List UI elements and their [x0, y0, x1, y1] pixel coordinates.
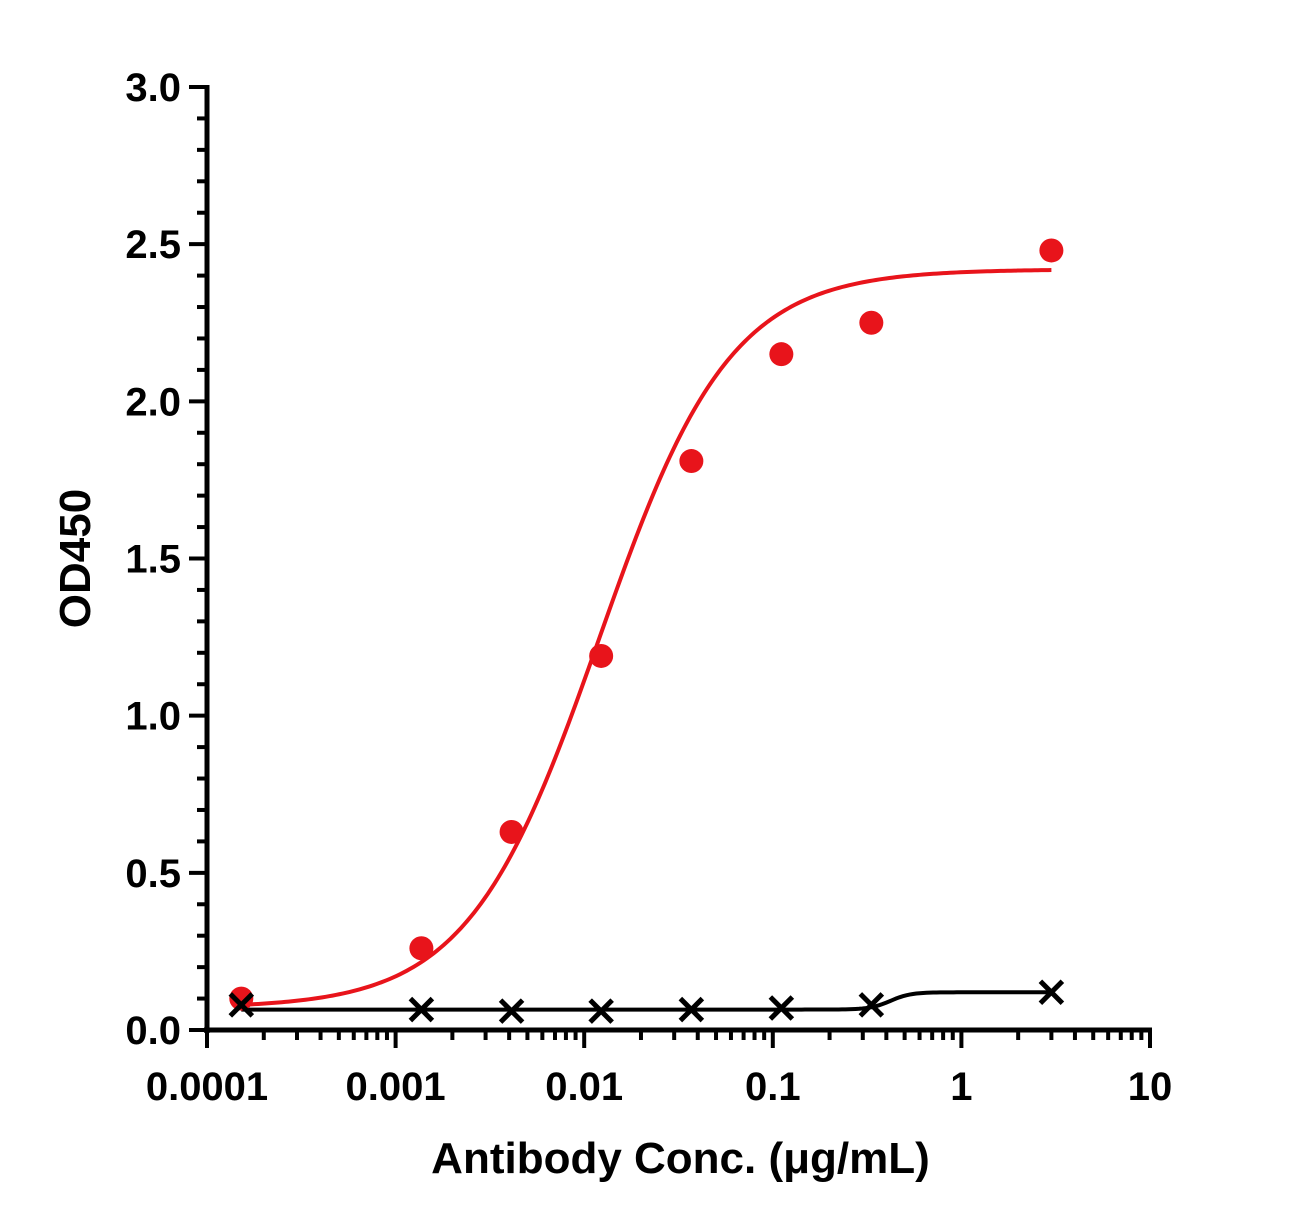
x-marker-stroke — [408, 996, 435, 1023]
axis-labels: 0.0 0.5 1.0 1.5 2.0 2.5 3.0 0.0001 0.001 0.01 0.1 1… — [51, 66, 1172, 1183]
data-point-series-1 — [499, 819, 524, 844]
x-marker-stroke — [498, 998, 525, 1024]
y-tick-label: 2.5 — [125, 223, 181, 267]
x-marker-stroke — [588, 998, 614, 1024]
fit-curves — [241, 268, 1052, 1012]
y-tick-label: 2.0 — [125, 380, 181, 424]
axes — [189, 85, 1152, 1048]
fit-curve-series-1 — [241, 268, 1052, 1007]
data-point-series-2 — [858, 992, 885, 1018]
data-point-series-2 — [1038, 979, 1065, 1006]
data-point-series-2 — [408, 996, 435, 1023]
x-tick-label: 0.01 — [545, 1065, 623, 1109]
x-marker-stroke — [228, 992, 255, 1018]
y-axis-title: OD450 — [51, 489, 100, 628]
x-marker-stroke — [768, 995, 795, 1021]
data-point-series-2 — [228, 992, 255, 1018]
data-point-series-2 — [768, 995, 795, 1021]
data-point-series-2 — [678, 996, 705, 1023]
data-point-series-1 — [1039, 238, 1064, 263]
data-points — [228, 238, 1065, 1024]
data-point-series-1 — [679, 449, 704, 474]
data-point-series-2 — [498, 998, 525, 1024]
data-point-series-1 — [229, 986, 254, 1011]
x-tick-label: 0.1 — [745, 1065, 801, 1109]
x-tick-label: 0.001 — [346, 1065, 446, 1109]
x-marker-stroke — [678, 996, 705, 1023]
x-tick-label: 1 — [950, 1065, 972, 1109]
y-tick-label: 1.0 — [125, 695, 181, 739]
x-marker-stroke — [1038, 979, 1065, 1006]
y-tick-label: 0.5 — [125, 852, 181, 896]
data-point-series-1 — [859, 310, 884, 335]
x-tick-label: 10 — [1128, 1065, 1173, 1109]
data-point-series-1 — [589, 643, 614, 668]
y-tick-label: 3.0 — [125, 66, 181, 110]
fit-curve-series-2 — [241, 990, 1052, 1012]
x-axis-title: Antibody Conc. (μg/mL) — [431, 1134, 930, 1183]
data-point-series-2 — [588, 998, 614, 1024]
data-point-series-1 — [409, 936, 434, 961]
y-tick-label: 0.0 — [125, 1009, 181, 1053]
data-point-series-1 — [769, 342, 794, 367]
x-tick-label: 0.0001 — [146, 1065, 268, 1109]
y-tick-label: 1.5 — [125, 538, 181, 582]
x-marker-stroke — [858, 992, 885, 1018]
